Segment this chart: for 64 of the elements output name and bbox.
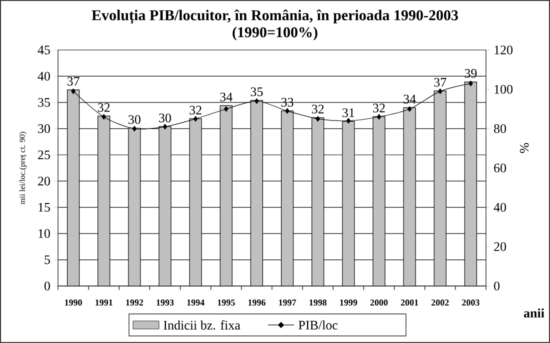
y-tick-label: 40 bbox=[38, 72, 50, 81]
point bbox=[162, 124, 168, 130]
x-axis-title: anii bbox=[524, 308, 544, 318]
y2-axis-title: % bbox=[520, 143, 529, 153]
point bbox=[254, 98, 259, 104]
y-tick-label: 35 bbox=[38, 98, 50, 107]
y2-tick-label: 60 bbox=[494, 164, 506, 172]
y2-tick-label: 20 bbox=[494, 242, 506, 252]
x-tick-label: 2000 bbox=[370, 300, 388, 306]
point bbox=[438, 88, 442, 94]
legend-label: Indicii bz. fixa bbox=[164, 320, 240, 330]
data-label: 37 bbox=[434, 78, 446, 87]
data-label: 32 bbox=[312, 104, 324, 114]
data-label: 32 bbox=[190, 106, 202, 114]
y2-tick-label: 120 bbox=[494, 46, 513, 54]
chart-title: Evoluția PIB/locuitor, în România, în perioada 1990-2003 bbox=[92, 10, 458, 24]
data-label: 32 bbox=[98, 103, 110, 112]
point bbox=[193, 116, 198, 122]
point bbox=[285, 108, 290, 114]
y2-tick-label: 0 bbox=[494, 282, 500, 290]
point bbox=[132, 126, 137, 132]
y2-tick-label: 80 bbox=[494, 124, 506, 134]
y-axis-title: mii lei/loc.(preț ct. 90) bbox=[19, 132, 27, 204]
data-label: 39 bbox=[464, 69, 477, 78]
x-tick-label: 1997 bbox=[279, 300, 296, 306]
x-tick-label: 2001 bbox=[400, 300, 418, 306]
x-tick-label: 1995 bbox=[218, 300, 235, 306]
x-tick-label: 1996 bbox=[248, 300, 266, 306]
data-label: 34 bbox=[404, 94, 416, 104]
x-tick-label: 1999 bbox=[340, 300, 358, 306]
y-tick-label: 0 bbox=[44, 282, 50, 290]
y-tick-label: 30 bbox=[38, 124, 50, 134]
data-label: 37 bbox=[67, 76, 80, 86]
point bbox=[468, 80, 473, 86]
x-tick-label: 1993 bbox=[156, 300, 174, 306]
y-tick-label: 25 bbox=[38, 150, 50, 160]
point bbox=[102, 114, 106, 120]
legend-label: PIB/loc bbox=[298, 320, 338, 330]
data-label: 30 bbox=[159, 114, 172, 122]
y-tick-label: 45 bbox=[38, 46, 50, 54]
data-label: 34 bbox=[220, 92, 232, 102]
data-label: 32 bbox=[373, 104, 385, 112]
y-tick-label: 10 bbox=[38, 229, 50, 238]
point bbox=[316, 116, 320, 122]
y-tick-label: 20 bbox=[38, 176, 50, 186]
y2-tick-label: 100 bbox=[494, 84, 513, 94]
data-label: 30 bbox=[128, 115, 140, 124]
data-label: 31 bbox=[342, 108, 354, 118]
x-tick-label: 2003 bbox=[462, 300, 480, 306]
x-tick-label: 2002 bbox=[432, 300, 449, 306]
point bbox=[376, 114, 382, 120]
point bbox=[407, 106, 412, 112]
x-tick-label: 1991 bbox=[96, 300, 112, 306]
point bbox=[224, 106, 228, 112]
y-tick-label: 5 bbox=[44, 255, 50, 264]
x-tick-label: 1990 bbox=[65, 300, 82, 306]
x-tick-label: 1994 bbox=[187, 300, 204, 306]
x-tick-label: 1992 bbox=[126, 300, 144, 306]
data-label: 35 bbox=[250, 87, 263, 96]
y-tick-label: 15 bbox=[38, 202, 50, 212]
y2-tick-label: 40 bbox=[494, 202, 506, 212]
point bbox=[346, 118, 351, 124]
chart-subtitle: (1990=100%) bbox=[232, 26, 318, 40]
x-tick-label: 1998 bbox=[310, 300, 327, 306]
